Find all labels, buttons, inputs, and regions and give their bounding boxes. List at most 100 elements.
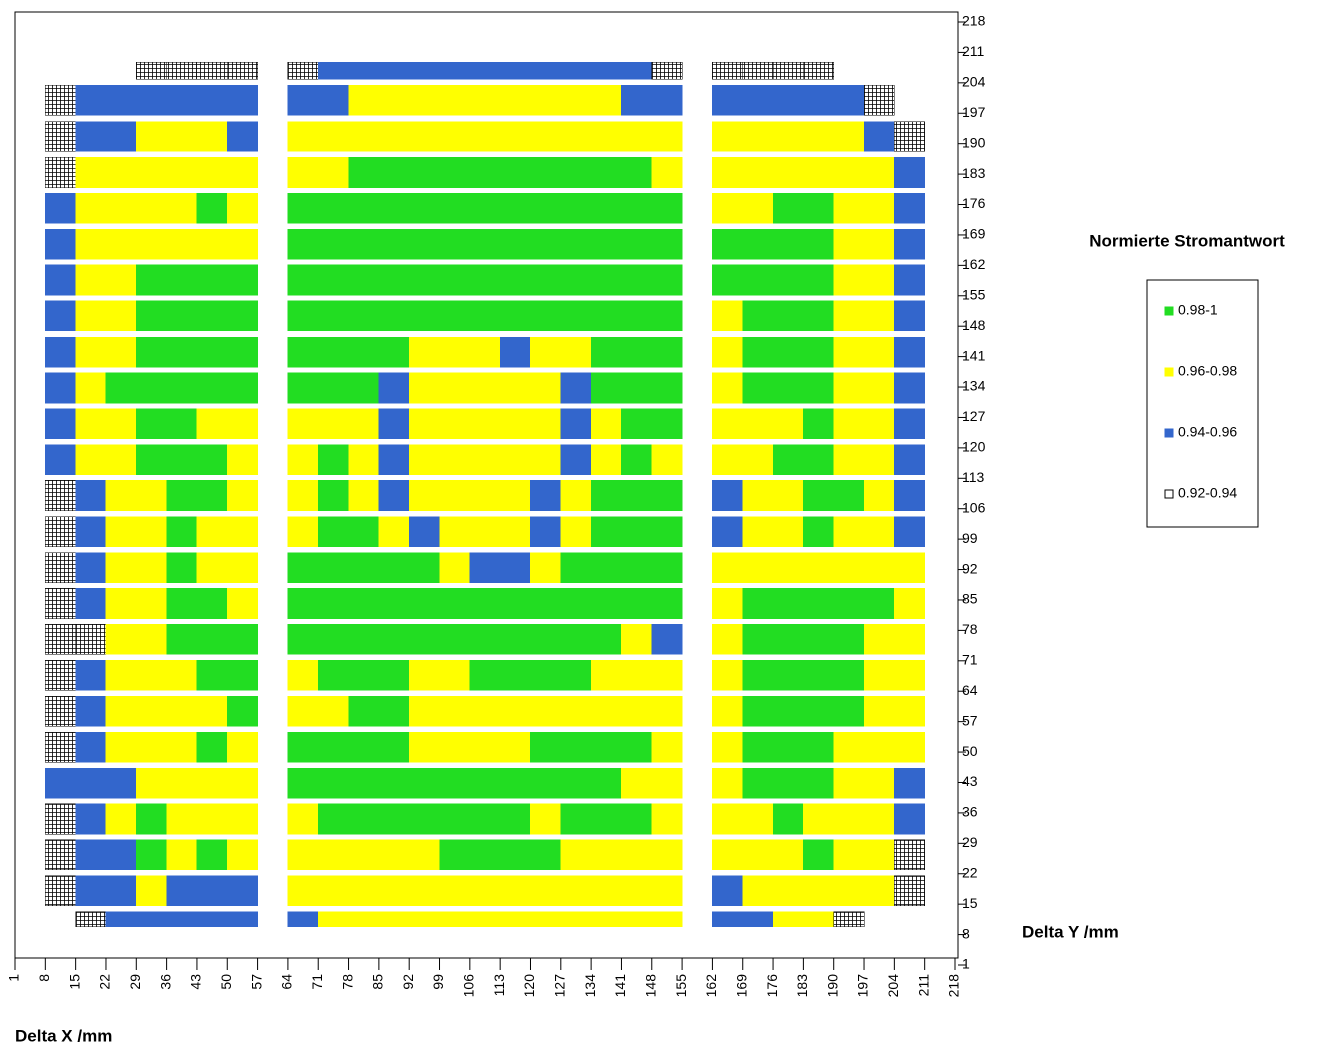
cell (591, 62, 621, 79)
cell (894, 624, 924, 654)
cell (409, 660, 439, 690)
cell (349, 373, 379, 403)
cell (106, 373, 136, 403)
cell (773, 301, 803, 331)
cell (440, 804, 470, 834)
cell (834, 912, 864, 927)
cell (652, 588, 682, 618)
cell (652, 912, 682, 927)
y-tick-label: 162 (962, 256, 986, 272)
cell (803, 732, 833, 762)
cell (197, 445, 227, 475)
cell (743, 193, 773, 223)
cell (288, 157, 318, 187)
cell (318, 157, 348, 187)
cell (349, 337, 379, 367)
cell (227, 876, 257, 906)
cell (318, 732, 348, 762)
cell (652, 876, 682, 906)
cell (136, 876, 166, 906)
cell (318, 768, 348, 798)
cell (106, 480, 136, 510)
cell (349, 157, 379, 187)
cell (864, 480, 894, 510)
cell (45, 553, 75, 583)
cell (440, 157, 470, 187)
cell (136, 588, 166, 618)
cell (167, 337, 197, 367)
cell (530, 517, 560, 547)
cell (318, 517, 348, 547)
legend-title: Normierte Stromantwort (1089, 231, 1285, 250)
x-tick-label: 106 (461, 974, 477, 998)
cell (803, 553, 833, 583)
cell (45, 265, 75, 295)
cell (349, 732, 379, 762)
cell (773, 517, 803, 547)
cell (136, 373, 166, 403)
x-tick-label: 1 (6, 974, 22, 982)
cell (621, 480, 651, 510)
cell (379, 62, 409, 79)
cell (349, 660, 379, 690)
cell (561, 768, 591, 798)
cell (894, 157, 924, 187)
cell (136, 409, 166, 439)
cell (803, 876, 833, 906)
cell (197, 480, 227, 510)
cell (136, 265, 166, 295)
x-tick-label: 183 (794, 974, 810, 998)
cell (500, 804, 530, 834)
cell (318, 373, 348, 403)
cell (227, 373, 257, 403)
cell (894, 265, 924, 295)
cell (227, 840, 257, 870)
cell (409, 912, 439, 927)
cell (530, 480, 560, 510)
cell (288, 480, 318, 510)
cell (167, 85, 197, 115)
legend-swatch (1165, 368, 1173, 376)
cell (712, 588, 742, 618)
cell (500, 265, 530, 295)
cell (106, 840, 136, 870)
cell (864, 517, 894, 547)
cell (864, 445, 894, 475)
cell (349, 804, 379, 834)
cell (440, 588, 470, 618)
cell (864, 660, 894, 690)
x-axis-label: Delta X /mm (15, 1026, 112, 1045)
y-tick-label: 211 (962, 43, 985, 59)
cell (470, 409, 500, 439)
cell (136, 122, 166, 152)
cell (470, 193, 500, 223)
cell (500, 768, 530, 798)
cell (500, 732, 530, 762)
cell (45, 85, 75, 115)
cell (712, 624, 742, 654)
cell (227, 696, 257, 726)
x-tick-label: 29 (127, 974, 143, 990)
cell (106, 660, 136, 690)
cell (197, 624, 227, 654)
cell (712, 804, 742, 834)
y-tick-label: 183 (962, 165, 986, 181)
cell (440, 122, 470, 152)
cell (318, 301, 348, 331)
cell (500, 588, 530, 618)
cell (591, 696, 621, 726)
cell (136, 696, 166, 726)
cell (743, 122, 773, 152)
cell (349, 62, 379, 79)
cell (136, 912, 166, 927)
chart: Normierte Stromantwort Delta Y /mm Delta… (0, 0, 1318, 1045)
cell (530, 588, 560, 618)
cell (349, 517, 379, 547)
cell (440, 876, 470, 906)
cell (591, 445, 621, 475)
cell (136, 732, 166, 762)
cell (712, 480, 742, 510)
cell (409, 193, 439, 223)
cell (318, 553, 348, 583)
cell (409, 840, 439, 870)
